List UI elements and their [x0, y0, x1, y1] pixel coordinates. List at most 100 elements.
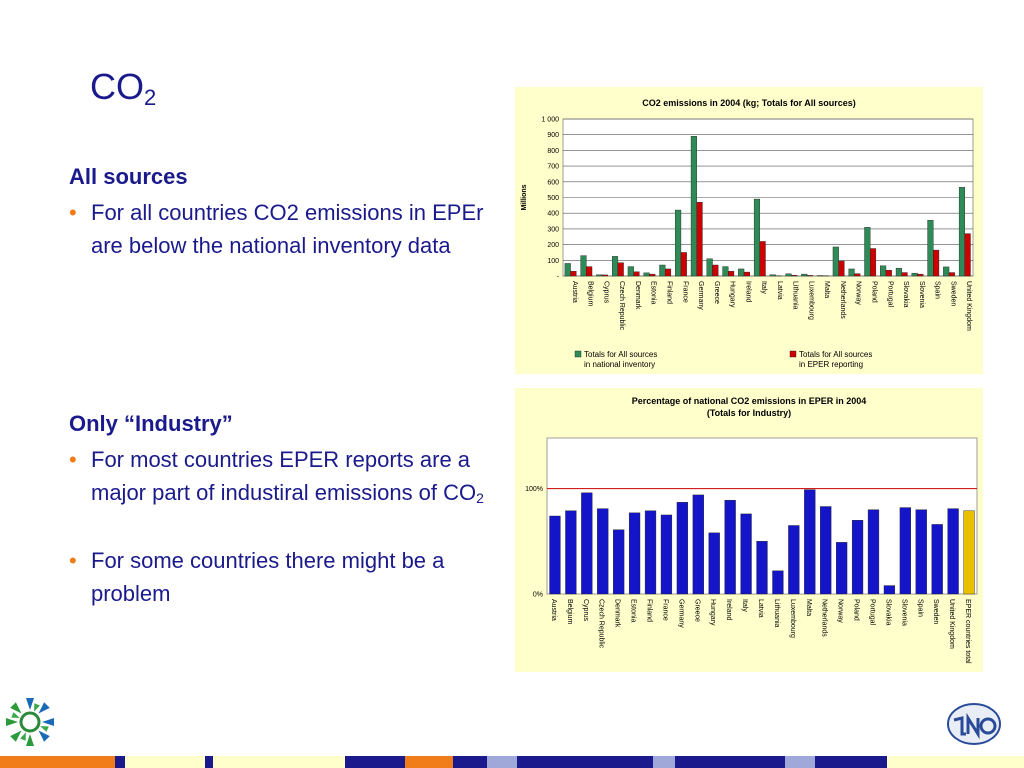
y-axis-label: Millions: [521, 184, 528, 210]
x-tick-label: Latvia: [776, 281, 783, 300]
x-tick-label: Portugal: [868, 599, 875, 626]
bar: [867, 509, 880, 595]
section-heading-industry: Only “Industry”: [69, 411, 233, 436]
x-tick-label: Slovakia: [884, 599, 891, 626]
bar: [586, 266, 593, 277]
bar: [848, 268, 855, 277]
x-tick-label: Luxembourg: [807, 281, 814, 320]
x-tick-label: Belgium: [566, 599, 573, 624]
chart-title: CO2 emissions in 2004 (kg; Totals for Al…: [642, 98, 856, 108]
chart-co2-all-sources-svg: CO2 emissions in 2004 (kg; Totals for Al…: [521, 98, 974, 369]
x-tick-label: EPER countries total: [964, 599, 971, 664]
bar: [580, 255, 587, 277]
bar: [964, 233, 971, 277]
bar: [880, 265, 887, 277]
bar: [570, 271, 577, 277]
x-tick-label: Denmark: [614, 599, 621, 628]
x-tick-label: Cyprus: [602, 281, 609, 304]
bullet-all-sources: • For all countries CO2 emissions in EPE…: [69, 196, 489, 262]
x-tick-label: Greece: [693, 599, 700, 622]
x-tick-label: Spain: [934, 281, 941, 299]
bar: [948, 272, 955, 277]
x-tick-label: Denmark: [634, 281, 641, 310]
bar: [675, 209, 682, 277]
chart-subtitle: (Totals for Industry): [707, 408, 791, 418]
chart-industry-percentage: Percentage of national CO2 emissions in …: [515, 388, 983, 672]
chart-title: Percentage of national CO2 emissions in …: [632, 396, 867, 406]
x-tick-label: Poland: [871, 281, 878, 303]
y-tick-label: 500: [547, 195, 559, 202]
x-tick-label: Norway: [837, 599, 844, 623]
x-tick-label: Malta: [823, 281, 830, 298]
bar: [613, 529, 625, 595]
bar: [851, 520, 864, 595]
bar: [804, 489, 816, 595]
x-tick-label: Czech Republic: [618, 281, 625, 331]
x-tick-label: Germany: [697, 281, 704, 310]
slide-title-subscript: 2: [144, 85, 157, 110]
bar: [801, 273, 808, 277]
bar: [756, 541, 768, 595]
bar: [883, 585, 896, 595]
bar: [692, 494, 704, 595]
bar: [722, 266, 729, 277]
bar: [664, 268, 672, 277]
slide-title-main: CO: [90, 66, 144, 107]
y-tick-label: 300: [547, 226, 559, 233]
bar: [611, 256, 619, 277]
bar: [564, 263, 571, 277]
x-tick-label: Hungary: [709, 599, 716, 626]
bar: [788, 525, 800, 595]
x-tick-label: Spain: [916, 599, 923, 617]
bar: [601, 274, 608, 277]
x-tick-label: Norway: [855, 281, 862, 305]
x-tick-label: Slovenia: [918, 281, 925, 308]
bar: [943, 266, 950, 277]
bar: [854, 273, 861, 277]
bullet-industry-1: • For most countries EPER reports are a …: [69, 443, 489, 515]
x-tick-label: Lithuania: [773, 599, 780, 628]
bullet-text: For all countries CO2 emissions in EPEr …: [91, 200, 484, 258]
bar: [708, 532, 720, 595]
y-tick-label: 600: [547, 179, 559, 186]
bar: [838, 260, 845, 277]
legend-label-line: in EPER reporting: [799, 360, 863, 369]
x-tick-label: Ireland: [725, 599, 732, 621]
tno-logo-icon: [944, 700, 1004, 748]
bar: [899, 507, 911, 595]
bar: [963, 510, 975, 595]
legend-label-line: Totals for All sources: [584, 350, 657, 359]
bullet-text: For most countries EPER reports are a ma…: [91, 447, 477, 505]
x-tick-label: Estonia: [650, 281, 657, 304]
slide-title: CO2: [90, 66, 156, 111]
bar: [728, 271, 735, 277]
bar: [869, 248, 877, 277]
bar: [712, 264, 719, 277]
bar: [753, 198, 761, 277]
bar: [743, 271, 750, 277]
y-tick-label: 1 000: [541, 117, 559, 124]
x-tick-label: Italy: [760, 281, 767, 294]
eea-sun-logo-icon: [4, 696, 56, 748]
x-tick-label: Estonia: [630, 599, 637, 622]
x-tick-label: Austria: [571, 281, 578, 303]
section-heading-all-sources: All sources: [69, 164, 188, 189]
bar: [769, 274, 776, 277]
bar: [644, 510, 657, 595]
legend-label-line: in national inventory: [584, 360, 655, 369]
chart-co2-all-sources: CO2 emissions in 2004 (kg; Totals for Al…: [515, 87, 983, 374]
y-tick-label: 400: [547, 211, 559, 218]
bar: [772, 570, 784, 595]
y-tick-label: 200: [547, 242, 559, 249]
legend-label-line: Totals for All sources: [799, 350, 872, 359]
bullet-marker: •: [69, 548, 77, 573]
x-tick-label: Italy: [741, 599, 748, 612]
bar: [659, 264, 666, 277]
bar: [806, 275, 813, 277]
x-tick-label: Sweden: [949, 281, 956, 306]
bar: [915, 509, 927, 595]
bar: [738, 268, 745, 277]
x-tick-label: Ireland: [744, 281, 751, 303]
x-tick-label: Malta: [805, 599, 812, 616]
